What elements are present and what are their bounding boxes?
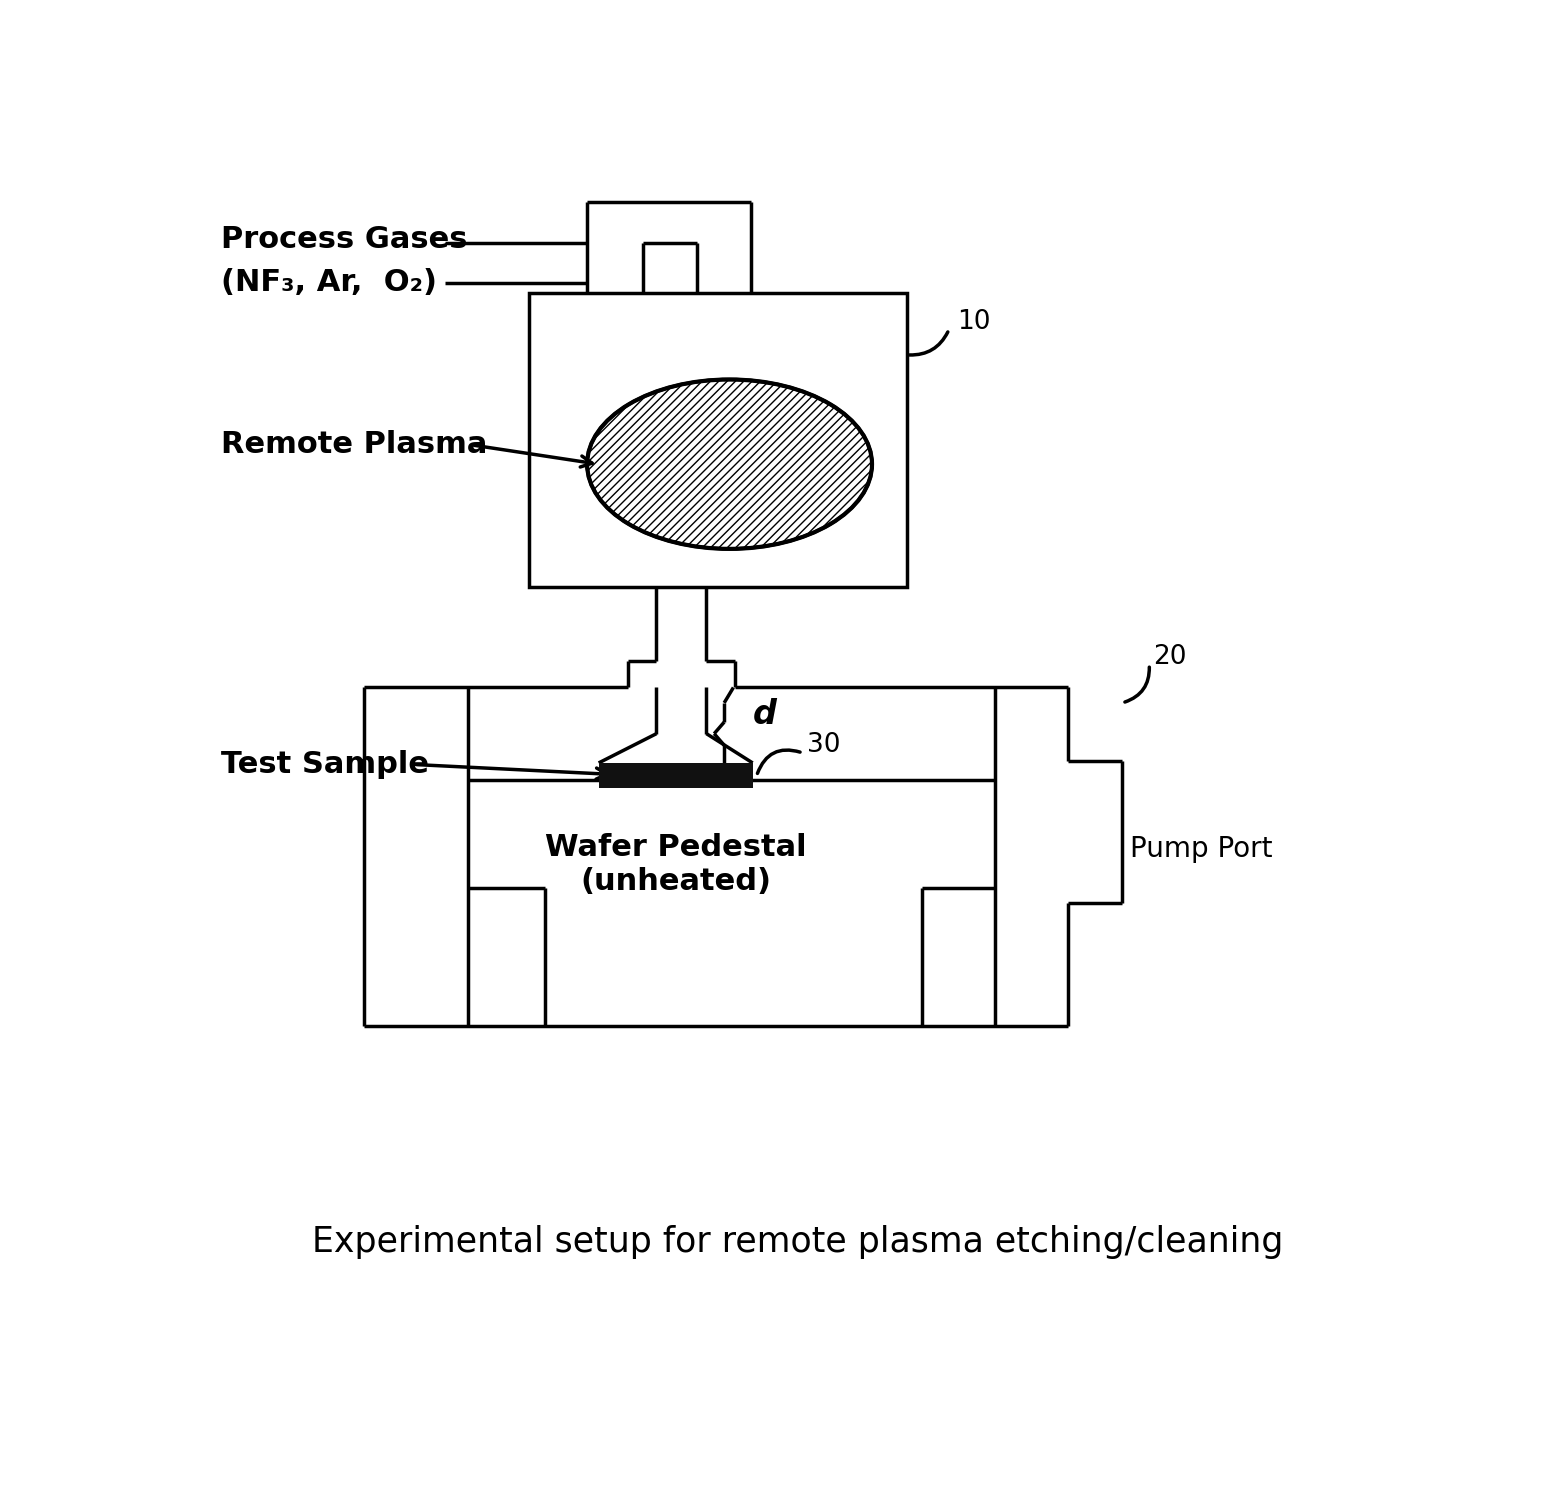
Text: 10: 10 [956,309,991,335]
Text: 20: 20 [1154,644,1186,669]
Text: Remote Plasma: Remote Plasma [221,430,488,460]
Text: 30: 30 [807,732,840,759]
Bar [529,293,907,587]
Ellipse shape [588,379,872,548]
Bar [599,763,753,787]
Text: Experimental setup for remote plasma etching/cleaning: Experimental setup for remote plasma etc… [311,1225,1283,1259]
Text: d: d [753,698,776,731]
Text: Pump Port: Pump Port [1130,835,1272,864]
Text: Process Gases: Process Gases [221,226,468,254]
Text: (NF₃, Ar,  O₂): (NF₃, Ar, O₂) [221,267,437,297]
Text: Test Sample: Test Sample [221,750,429,778]
Text: Wafer Pedestal
(unheated): Wafer Pedestal (unheated) [544,834,807,896]
